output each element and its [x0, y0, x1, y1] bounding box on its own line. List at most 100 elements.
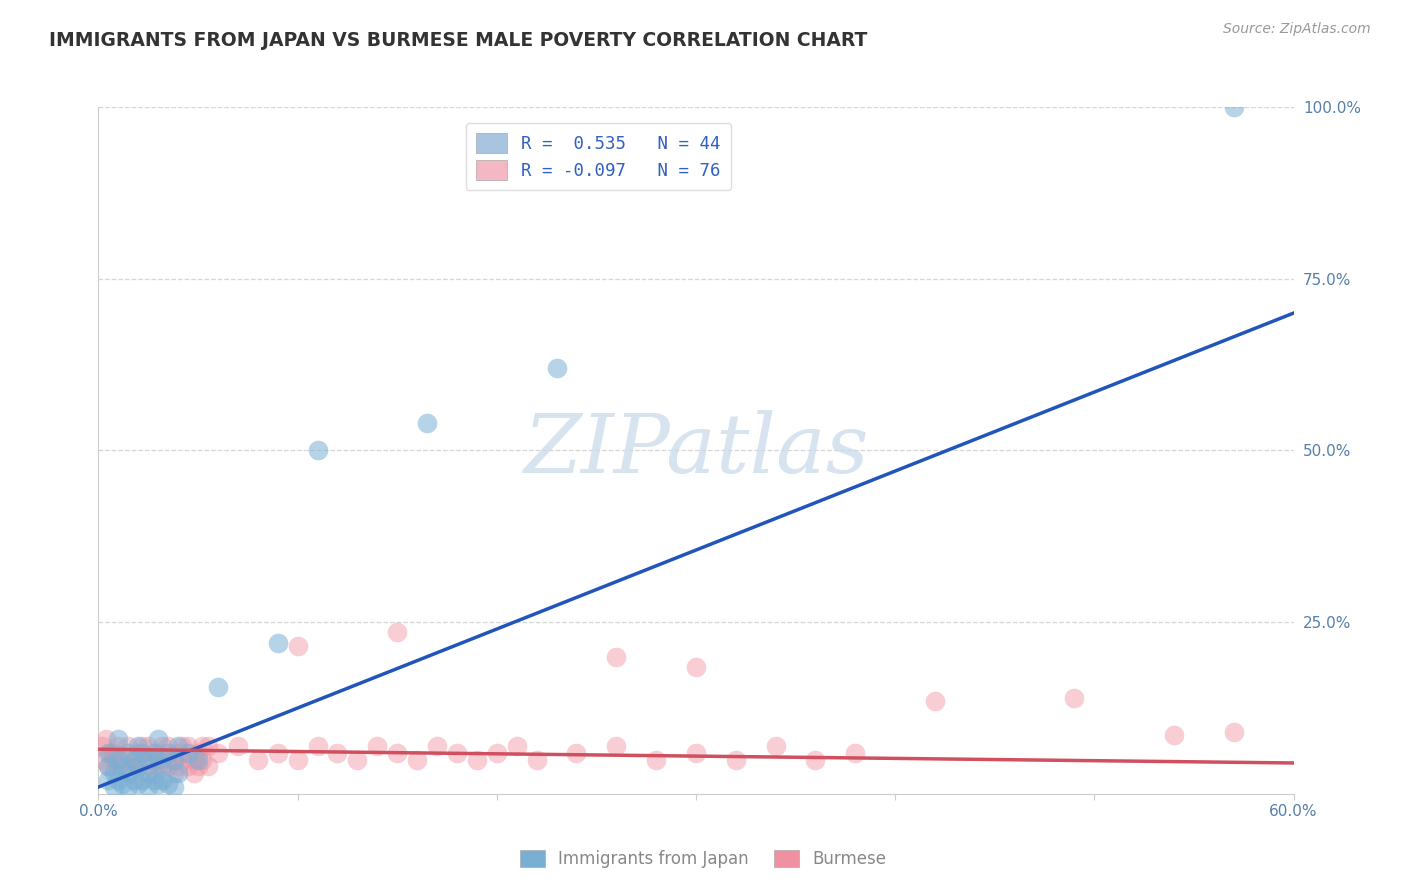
- Point: [226, 739, 249, 753]
- Point: [1223, 725, 1246, 739]
- Point: [167, 766, 190, 780]
- Point: [157, 746, 180, 760]
- Point: [117, 780, 139, 794]
- Point: [506, 739, 529, 753]
- Text: ZIPatlas: ZIPatlas: [523, 410, 869, 491]
- Point: [148, 753, 170, 767]
- Point: [191, 739, 214, 753]
- Point: [187, 753, 209, 767]
- Point: [107, 759, 129, 773]
- Point: [124, 753, 146, 767]
- Point: [416, 416, 439, 430]
- Point: [157, 739, 180, 753]
- Point: [267, 746, 290, 760]
- Point: [136, 780, 159, 794]
- Point: [385, 746, 409, 760]
- Point: [177, 746, 200, 760]
- Text: IMMIGRANTS FROM JAPAN VS BURMESE MALE POVERTY CORRELATION CHART: IMMIGRANTS FROM JAPAN VS BURMESE MALE PO…: [49, 31, 868, 50]
- Point: [91, 739, 114, 753]
- Point: [287, 639, 309, 653]
- Point: [124, 766, 146, 780]
- Point: [143, 766, 166, 780]
- Point: [163, 753, 186, 767]
- Point: [117, 766, 139, 780]
- Point: [307, 443, 329, 458]
- Point: [197, 739, 219, 753]
- Point: [406, 753, 429, 767]
- Point: [97, 759, 120, 773]
- Point: [103, 780, 125, 794]
- Point: [1063, 690, 1085, 705]
- Point: [385, 625, 409, 640]
- Point: [645, 753, 668, 767]
- Point: [131, 753, 153, 767]
- Point: [111, 759, 134, 773]
- Point: [117, 739, 139, 753]
- Point: [426, 739, 449, 753]
- Point: [103, 753, 125, 767]
- Point: [148, 746, 170, 760]
- Text: Source: ZipAtlas.com: Source: ZipAtlas.com: [1223, 22, 1371, 37]
- Point: [246, 753, 269, 767]
- Point: [148, 759, 170, 773]
- Point: [366, 739, 388, 753]
- Point: [148, 776, 170, 790]
- Point: [150, 753, 173, 767]
- Point: [96, 731, 118, 746]
- Point: [103, 766, 125, 780]
- Point: [97, 759, 120, 773]
- Point: [157, 776, 180, 790]
- Point: [136, 739, 159, 753]
- Point: [127, 739, 149, 753]
- Point: [150, 739, 173, 753]
- Point: [465, 753, 488, 767]
- Point: [117, 759, 139, 773]
- Point: [207, 746, 229, 760]
- Point: [187, 746, 209, 760]
- Point: [127, 776, 149, 790]
- Point: [326, 746, 349, 760]
- Point: [565, 746, 588, 760]
- Point: [127, 759, 149, 773]
- Point: [183, 753, 205, 767]
- Point: [111, 776, 134, 790]
- Point: [177, 759, 200, 773]
- Point: [546, 361, 568, 376]
- Point: [107, 731, 129, 746]
- Point: [98, 746, 122, 760]
- Point: [167, 739, 190, 753]
- Point: [131, 773, 153, 788]
- Point: [167, 746, 190, 760]
- Point: [1223, 100, 1246, 114]
- Point: [526, 753, 548, 767]
- Point: [163, 780, 186, 794]
- Point: [197, 759, 219, 773]
- Point: [136, 766, 159, 780]
- Point: [131, 746, 153, 760]
- Point: [844, 746, 866, 760]
- Point: [187, 759, 209, 773]
- Point: [685, 746, 707, 760]
- Point: [131, 739, 153, 753]
- Point: [605, 739, 627, 753]
- Point: [177, 739, 200, 753]
- Point: [163, 753, 186, 767]
- Legend: R =  0.535   N = 44, R = -0.097   N = 76: R = 0.535 N = 44, R = -0.097 N = 76: [465, 122, 731, 191]
- Point: [111, 753, 134, 767]
- Point: [167, 759, 190, 773]
- Point: [143, 753, 166, 767]
- Point: [107, 773, 129, 788]
- Point: [485, 746, 508, 760]
- Point: [124, 773, 146, 788]
- Point: [103, 746, 125, 760]
- Point: [346, 753, 368, 767]
- Point: [172, 753, 194, 767]
- Point: [117, 746, 139, 760]
- Point: [97, 746, 120, 760]
- Point: [446, 746, 468, 760]
- Point: [605, 649, 627, 664]
- Point: [287, 753, 309, 767]
- Point: [143, 773, 166, 788]
- Point: [267, 636, 290, 650]
- Point: [136, 753, 159, 767]
